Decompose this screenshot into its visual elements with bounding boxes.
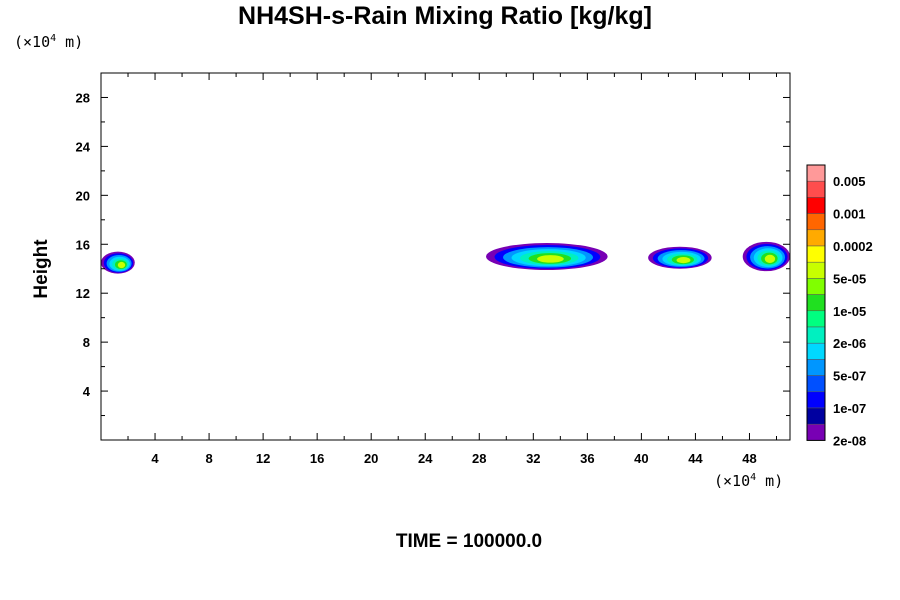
y-tick-label: 8 xyxy=(83,335,90,350)
colorbar-swatch xyxy=(806,375,826,393)
x-tick-label: 32 xyxy=(526,451,540,466)
colorbar-swatch xyxy=(806,407,826,425)
colorbar-label: 5e-05 xyxy=(833,271,866,286)
contour-level xyxy=(537,255,564,263)
y-tick-label: 12 xyxy=(76,286,90,301)
x-tick-label: 16 xyxy=(310,451,324,466)
colorbar-swatch xyxy=(806,180,826,198)
colorbar-swatch xyxy=(806,391,826,409)
colorbar-label: 1e-07 xyxy=(833,401,866,416)
contour-level xyxy=(117,261,126,269)
x-tick-label: 48 xyxy=(742,451,756,466)
x-tick-label: 36 xyxy=(580,451,594,466)
colorbar: 0.005 0.001 0.0002 5e-05 1e-05 2e-06 5e-07 1e-0… xyxy=(806,164,873,448)
colorbar-swatch xyxy=(806,213,826,231)
y-tick-label: 16 xyxy=(76,237,90,252)
y-tick-label: 20 xyxy=(76,188,90,203)
x-tick-label: 20 xyxy=(364,451,378,466)
y-unit-label: (×104 m) xyxy=(14,33,84,51)
y-tick-label: 24 xyxy=(76,139,91,154)
cloud-feature xyxy=(101,251,135,274)
x-tick-label: 44 xyxy=(688,451,703,466)
colorbar-label: 5e-07 xyxy=(833,369,866,384)
x-tick-label: 40 xyxy=(634,451,648,466)
contour-level xyxy=(764,254,776,264)
colorbar-swatch xyxy=(806,359,826,376)
colorbar-label: 2e-08 xyxy=(833,433,866,448)
colorbar-swatch xyxy=(806,245,826,263)
chart-title: NH4SH-s-Rain Mixing Ratio [kg/kg] xyxy=(238,2,652,30)
cloud-feature xyxy=(648,246,712,269)
colorbar-swatch xyxy=(806,342,826,360)
contour-level xyxy=(676,257,691,264)
x-tick-label: 8 xyxy=(205,451,212,466)
x-tick-label: 12 xyxy=(256,451,270,466)
colorbar-swatch xyxy=(806,310,826,328)
colorbar-swatch xyxy=(806,261,826,279)
colorbar-swatch xyxy=(806,294,826,312)
x-unit-label: (×104 m) xyxy=(714,472,784,490)
colorbar-swatch xyxy=(806,423,826,441)
colorbar-swatch xyxy=(806,164,826,182)
colorbar-label: 0.001 xyxy=(833,207,866,222)
cloud-feature xyxy=(486,243,608,270)
colorbar-frame xyxy=(806,164,826,441)
cloud-feature xyxy=(742,241,790,272)
colorbar-label: 2e-06 xyxy=(833,336,866,351)
x-tick-label: 28 xyxy=(472,451,486,466)
colorbar-swatch xyxy=(806,326,826,344)
colorbar-swatch xyxy=(806,278,826,295)
colorbar-label: 0.0002 xyxy=(833,239,873,254)
colorbar-swatch xyxy=(806,197,826,214)
y-tick-label: 28 xyxy=(76,90,90,105)
y-tick-label: 4 xyxy=(83,384,91,399)
plot-frame xyxy=(100,72,791,441)
x-tick-label: 24 xyxy=(418,451,433,466)
colorbar-label: 0.005 xyxy=(833,174,866,189)
colorbar-label: 1e-05 xyxy=(833,304,866,319)
x-tick-label: 4 xyxy=(151,451,159,466)
colorbar-swatch xyxy=(806,229,826,247)
data-layer xyxy=(101,241,790,274)
time-label: TIME = 100000.0 xyxy=(395,531,543,552)
